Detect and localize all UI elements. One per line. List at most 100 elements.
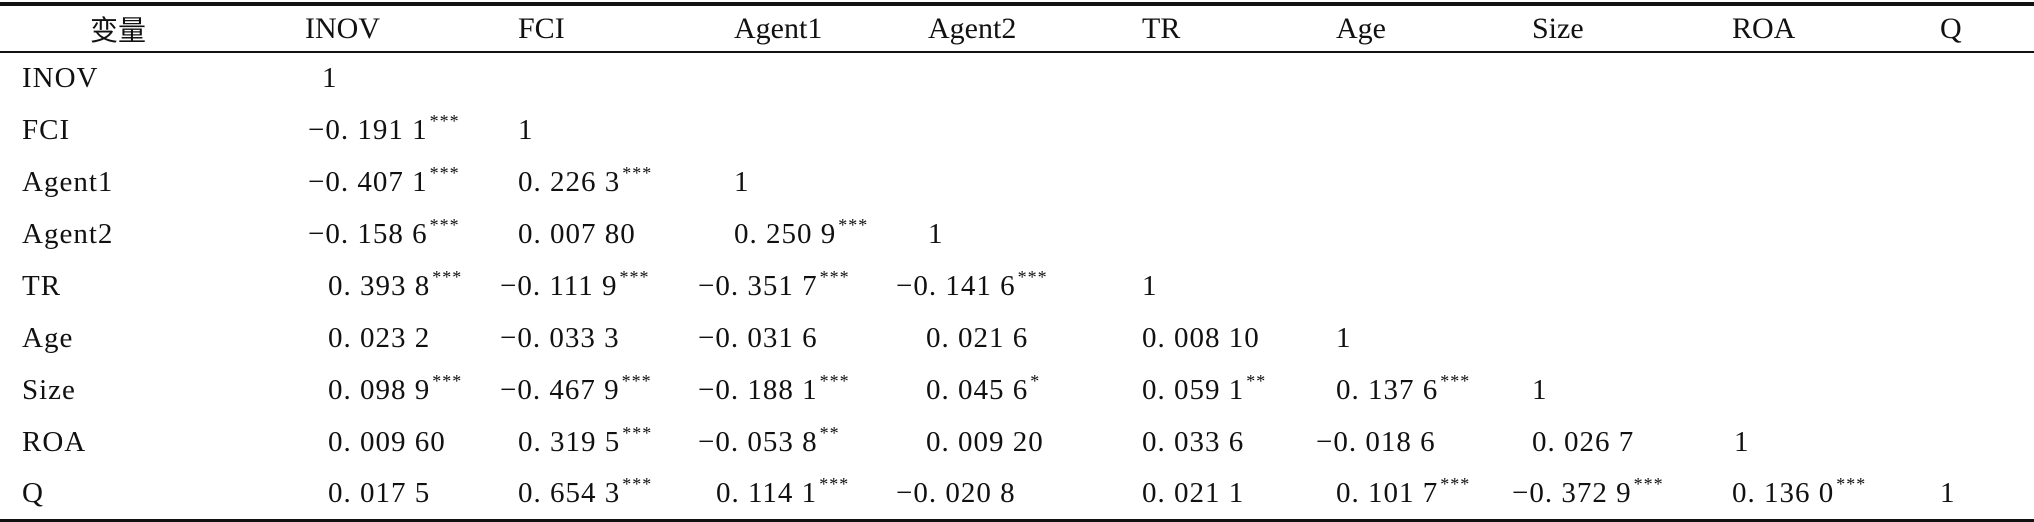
row-label: Agent2	[22, 217, 114, 250]
table-cell: −0. 372 9 ***	[1512, 468, 1714, 522]
significance-stars: ***	[429, 110, 460, 131]
significance-stars: ***	[1017, 266, 1048, 287]
significance-stars: ***	[1440, 473, 1471, 494]
table-cell	[1714, 312, 1924, 364]
row-label: Agent1	[22, 165, 114, 198]
cell-value: 0. 098 9	[328, 373, 431, 406]
table-cell	[1316, 156, 1512, 208]
table-cell	[698, 104, 896, 156]
cell-value: −0. 141 6	[896, 269, 1016, 302]
significance-stars: **	[1246, 370, 1267, 391]
table-cell	[1714, 208, 1924, 260]
cell-value: 0. 045 6	[926, 373, 1029, 406]
table-cell	[1714, 156, 1924, 208]
table-cell: 0. 021 1	[1120, 468, 1316, 522]
row-label: Q	[0, 468, 300, 522]
table-cell: −0. 188 1 ***	[698, 364, 896, 416]
cell-value: −0. 018 6	[1316, 425, 1436, 458]
table-cell	[896, 104, 1120, 156]
table-cell: −0. 158 6 ***	[300, 208, 500, 260]
table-cell: 0. 059 1 **	[1120, 364, 1316, 416]
header-inov: INOV	[300, 2, 500, 53]
header-fci: FCI	[500, 2, 698, 53]
table-cell: 0. 226 3 ***	[500, 156, 698, 208]
cell-value: −0. 033 3	[500, 321, 620, 354]
cell-value: 0. 017 5	[328, 476, 431, 509]
table-cell	[1714, 364, 1924, 416]
cell-value: −0. 407 1	[308, 165, 428, 198]
significance-stars: ***	[622, 422, 653, 443]
cell-value: 1	[1336, 321, 1352, 354]
table-cell: 0. 026 7	[1512, 416, 1714, 468]
significance-stars: ***	[429, 214, 460, 235]
table-cell: −0. 141 6 ***	[896, 260, 1120, 312]
header-agent1: Agent1	[698, 2, 896, 53]
table-row: Q 0. 017 5 0. 654 3 *** 0. 114 1 *** −0. 020 8…	[0, 468, 2034, 522]
significance-stars: ***	[1633, 473, 1664, 494]
significance-stars: ***	[432, 266, 463, 287]
table-row: Agent2 −0. 158 6 *** 0. 007 80 0. 250 9 *** 1	[0, 208, 2034, 260]
table-cell: −0. 018 6	[1316, 416, 1512, 468]
table-cell: 0. 136 0 ***	[1714, 468, 1924, 522]
cell-value: 0. 114 1	[716, 476, 818, 509]
table-cell	[698, 52, 896, 104]
cell-value: 1	[322, 62, 338, 94]
significance-stars: **	[819, 422, 840, 443]
table-cell: −0. 020 8	[896, 468, 1120, 522]
significance-stars: ***	[429, 162, 460, 183]
row-label: Age	[22, 321, 74, 354]
table-cell: 0. 009 60	[300, 416, 500, 468]
table-row: FCI −0. 191 1 *** 1	[0, 104, 2034, 156]
cell-value: 1	[1940, 476, 1956, 509]
cell-value: −0. 191 1	[308, 113, 428, 146]
cell-value: −0. 351 7	[698, 269, 818, 302]
cell-value: −0. 467 9	[500, 373, 620, 406]
table-row: ROA 0. 009 60 0. 319 5 *** −0. 053 8 ** 0. 009…	[0, 416, 2034, 468]
table-cell	[1316, 208, 1512, 260]
table-cell: −0. 033 3	[500, 312, 698, 364]
table-cell	[1512, 208, 1714, 260]
significance-stars: ***	[819, 266, 850, 287]
cell-value: 0. 101 7	[1336, 476, 1439, 509]
table-cell: 1	[1120, 260, 1316, 312]
cell-value: 0. 023 2	[328, 321, 431, 354]
cell-value: −0. 158 6	[308, 217, 428, 250]
row-label: ROA	[22, 425, 87, 458]
cell-value: 0. 008 10	[1142, 321, 1260, 354]
table-cell: −0. 031 6	[698, 312, 896, 364]
row-label: TR	[22, 269, 62, 302]
table-cell: 0. 008 10	[1120, 312, 1316, 364]
table-row: INOV 1	[0, 52, 2034, 104]
significance-stars: ***	[432, 370, 463, 391]
row-label: FCI	[22, 113, 71, 146]
table-cell: 1	[896, 208, 1120, 260]
table-cell: 0. 009 20	[896, 416, 1120, 468]
table-cell	[1512, 156, 1714, 208]
table-cell: 0. 101 7 ***	[1316, 468, 1512, 522]
table-cell	[1924, 416, 2034, 468]
table-cell: −0. 351 7 ***	[698, 260, 896, 312]
header-q: Q	[1924, 2, 2034, 53]
row-label: INOV	[22, 62, 99, 94]
table-cell	[1924, 156, 2034, 208]
cell-value: 0. 009 60	[328, 425, 446, 458]
table-cell	[1316, 104, 1512, 156]
table-cell: 1	[698, 156, 896, 208]
cell-value: 0. 137 6	[1336, 373, 1439, 406]
table-cell: −0. 467 9 ***	[500, 364, 698, 416]
table-cell	[1924, 260, 2034, 312]
cell-value: 0. 393 8	[328, 269, 431, 302]
cell-value: 1	[1734, 425, 1750, 458]
table-cell: 0. 393 8 ***	[300, 260, 500, 312]
significance-stars: ***	[619, 266, 650, 287]
cell-value: 1	[734, 165, 750, 198]
table-cell	[1924, 312, 2034, 364]
table-row: TR 0. 393 8 *** −0. 111 9 *** −0. 351 7 *** −0.…	[0, 260, 2034, 312]
cell-value: 0. 250 9	[734, 217, 837, 250]
table-cell: 0. 250 9 ***	[698, 208, 896, 260]
table-cell: −0. 053 8 **	[698, 416, 896, 468]
table-cell: 0. 098 9 ***	[300, 364, 500, 416]
cell-value: 0. 009 20	[926, 425, 1044, 458]
